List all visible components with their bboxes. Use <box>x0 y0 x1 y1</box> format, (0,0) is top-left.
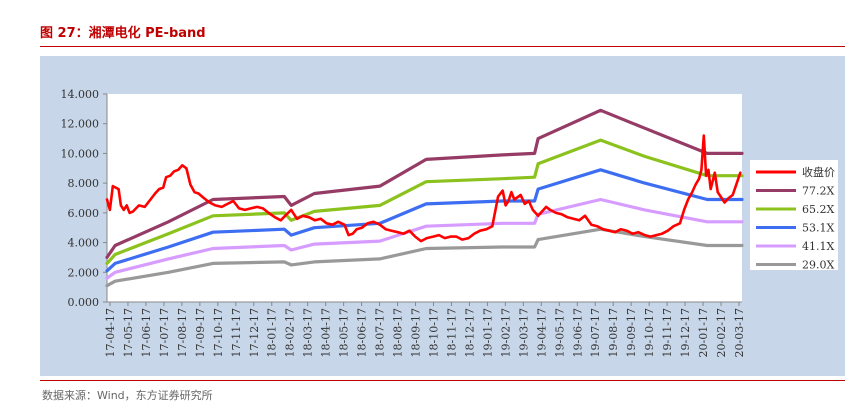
series-line-b77 <box>105 108 744 259</box>
x-tick-label: 19-03-17 <box>517 308 530 357</box>
x-tick-label: 17-11-17 <box>230 308 243 357</box>
series-line-b53 <box>105 168 744 273</box>
y-tick-label: 14.000 <box>61 88 100 101</box>
y-tick-label: 4.000 <box>68 237 100 250</box>
x-tick-label: 19-02-17 <box>499 308 512 357</box>
x-tick-label: 20-02-17 <box>715 308 728 357</box>
legend-label-b29: 29.0X <box>802 259 834 272</box>
x-tick-label: 20-03-17 <box>733 308 746 357</box>
x-axis: 17-04-17 17-05-17 17-06-17 17-07-17 17-08-17… <box>104 301 746 357</box>
x-tick-label: 18-09-17 <box>410 308 423 357</box>
x-tick-label: 17-05-17 <box>122 308 135 357</box>
y-tick-label: 0.000 <box>68 296 100 309</box>
x-tick-label: 19-06-17 <box>571 308 584 357</box>
pe-band-chart: 14.000 12.000 10.000 8.000 6.000 4.000 2.000 0.… <box>40 56 845 376</box>
legend-label-b77: 77.2X <box>802 185 834 198</box>
x-tick-label: 17-06-17 <box>140 308 153 357</box>
y-tick-label: 10.000 <box>61 147 100 160</box>
x-tick-label: 17-04-17 <box>104 308 117 357</box>
x-tick-label: 18-04-17 <box>320 308 333 357</box>
x-tick-label: 19-10-17 <box>643 308 656 357</box>
legend-label-b41: 41.1X <box>802 240 834 253</box>
x-tick-label: 18-08-17 <box>392 308 405 357</box>
legend-box <box>750 160 838 270</box>
series-line-b65 <box>105 138 744 265</box>
x-tick-label: 17-10-17 <box>212 308 225 357</box>
x-tick-label: 19-09-17 <box>625 308 638 357</box>
legend-label-price: 收盘价 <box>802 165 835 179</box>
x-tick-label: 19-12-17 <box>679 308 692 357</box>
x-tick-label: 20-01-17 <box>697 308 710 357</box>
x-tick-label: 17-08-17 <box>176 308 189 357</box>
x-tick-label: 18-05-17 <box>338 308 351 357</box>
x-tick-label: 19-08-17 <box>607 308 620 357</box>
x-tick-label: 18-01-17 <box>266 308 279 357</box>
x-tick-label: 18-02-17 <box>284 308 297 357</box>
x-tick-label: 18-07-17 <box>374 308 387 357</box>
x-tick-label: 18-03-17 <box>302 308 315 357</box>
x-tick-label: 17-12-17 <box>248 308 261 357</box>
x-tick-label: 17-09-17 <box>194 308 207 357</box>
x-tick-label: 19-04-17 <box>535 308 548 357</box>
source-note: 数据来源：Wind，东方证券研究所 <box>42 389 213 402</box>
x-tick-label: 18-11-17 <box>445 308 458 357</box>
series-lines <box>105 108 744 288</box>
x-tick-label: 19-05-17 <box>553 308 566 357</box>
series-line-price <box>105 134 742 243</box>
x-tick-label: 19-11-17 <box>661 308 674 357</box>
legend-label-b65: 65.2X <box>802 203 834 216</box>
top-rule <box>40 46 845 47</box>
x-tick-label: 18-10-17 <box>427 308 440 357</box>
y-tick-label: 6.000 <box>68 207 100 220</box>
legend-label-b53: 53.1X <box>802 222 834 235</box>
legend: 收盘价 77.2X 65.2X 53.1X 41.1X 29.0X <box>750 160 838 272</box>
x-tick-label: 17-07-17 <box>158 308 171 357</box>
x-tick-label: 18-12-17 <box>463 308 476 357</box>
y-tick-label: 2.000 <box>68 266 100 279</box>
y-axis: 14.000 12.000 10.000 8.000 6.000 4.000 2.000 0.… <box>61 88 108 309</box>
y-tick-label: 8.000 <box>68 177 100 190</box>
x-tick-label: 18-06-17 <box>356 308 369 357</box>
series-line-b29 <box>105 227 744 288</box>
bottom-rule <box>40 380 845 381</box>
figure-title: 图 27：湘潭电化 PE-band <box>40 26 206 41</box>
y-tick-label: 12.000 <box>61 118 100 131</box>
x-tick-label: 19-01-17 <box>481 308 494 357</box>
x-tick-label: 19-07-17 <box>589 308 602 357</box>
